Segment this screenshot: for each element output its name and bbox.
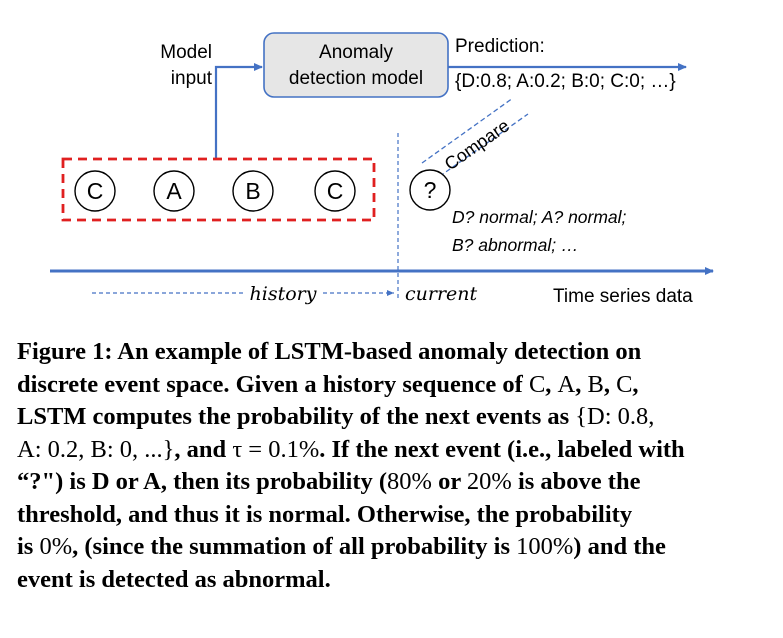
compare-line-upper xyxy=(421,97,514,164)
caption-line: “?") is D or A, then its probability (80… xyxy=(17,468,641,495)
history-sequence-box xyxy=(61,157,376,222)
figure-caption: Figure 1: An example of LSTM-based anoma… xyxy=(17,336,769,596)
compare-line-lower xyxy=(432,113,529,182)
history-label-background xyxy=(243,282,323,304)
history-event-4: C xyxy=(314,170,356,212)
history-label: history xyxy=(250,283,317,305)
history-event-1: C xyxy=(74,170,116,212)
caption-line: LSTM computes the probability of the nex… xyxy=(17,403,655,430)
time-series-axis-label: Time series data xyxy=(553,286,693,307)
anomaly-detection-model-box xyxy=(263,32,449,98)
history-event-2: A xyxy=(153,170,195,212)
caption-line: A: 0.2, B: 0, ...}, and τ = 0.1%. If the… xyxy=(17,435,685,463)
caption-line: Figure 1: An example of LSTM-based anoma… xyxy=(17,338,642,365)
model-box-line2: detection model xyxy=(289,68,423,89)
svg-text:C: C xyxy=(87,178,104,204)
caption-line: is 0%, (since the summation of all proba… xyxy=(17,533,666,560)
prediction-label: Prediction: xyxy=(455,36,545,57)
prediction-values: {D:0.8; A:0.2; B:0; C:0; …} xyxy=(455,71,676,92)
history-event-3: B xyxy=(232,170,274,212)
caption-line: event is detected as abnormal. xyxy=(17,565,331,593)
figure-svg: Model input Anomaly detection model Pred… xyxy=(50,32,714,307)
current-label: current xyxy=(405,283,478,305)
current-event: ? xyxy=(409,169,451,211)
figure-diagram: Model input Anomaly detection model Pred… xyxy=(50,32,714,307)
caption-line: discrete event space. Given a history se… xyxy=(17,370,639,398)
svg-text:C: C xyxy=(327,178,344,204)
model-input-arrow xyxy=(214,63,263,159)
svg-text:?: ? xyxy=(424,177,437,203)
caption-line: threshold, and thus it is normal. Otherw… xyxy=(17,500,633,528)
result-line2: B? abnormal; … xyxy=(452,235,578,255)
svg-text:A: A xyxy=(166,178,182,204)
svg-text:B: B xyxy=(245,178,260,204)
model-input-label-line1: Model xyxy=(160,42,212,63)
result-line1: D? normal; A? normal; xyxy=(452,207,627,227)
model-box-line1: Anomaly xyxy=(319,42,393,63)
model-input-label-line2: input xyxy=(171,68,213,89)
